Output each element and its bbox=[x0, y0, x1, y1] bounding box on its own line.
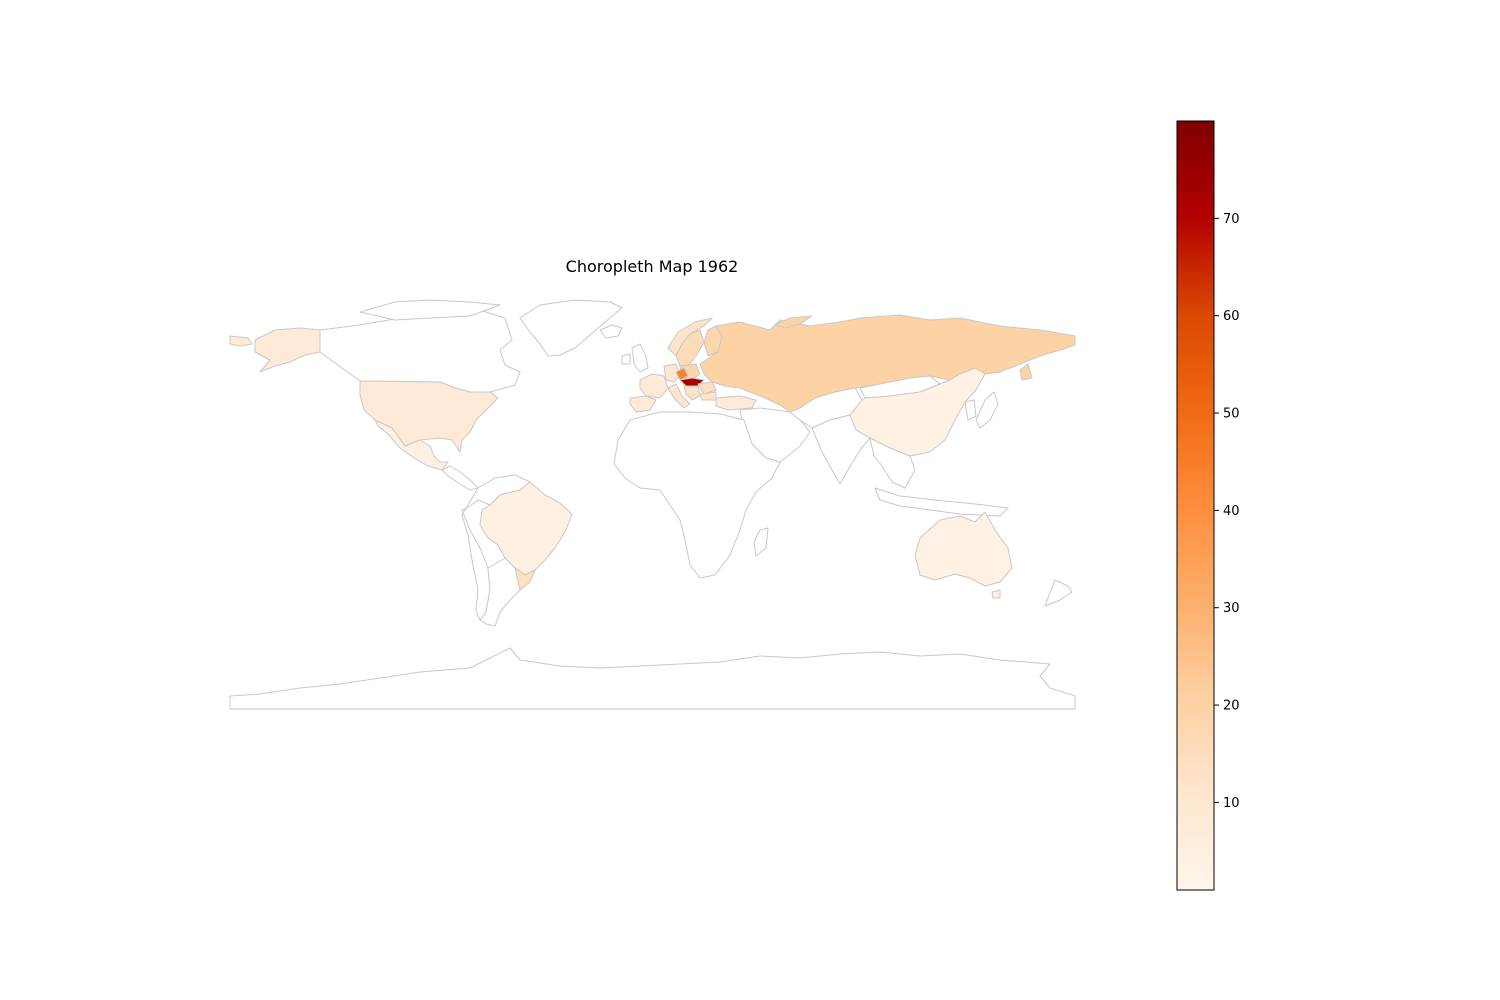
map-title: Choropleth Map 1962 bbox=[566, 257, 739, 276]
region-bulgaria bbox=[699, 391, 717, 401]
region-india bbox=[811, 414, 871, 485]
region-russia-sakhalin bbox=[1019, 363, 1033, 381]
region-alaska-west bbox=[229, 335, 253, 347]
colorbar-tick-label: 60 bbox=[1223, 309, 1240, 324]
region-new-zealand bbox=[1044, 579, 1073, 607]
region-spain bbox=[629, 395, 657, 413]
colorbar: 10 20 30 40 50 60 70 bbox=[1176, 120, 1240, 891]
region-alaska bbox=[254, 327, 321, 373]
colorbar-tick-label: 10 bbox=[1223, 796, 1240, 811]
region-antarctica bbox=[229, 647, 1076, 710]
region-ireland bbox=[621, 353, 631, 365]
colorbar-tick-label: 40 bbox=[1223, 504, 1240, 519]
region-madagascar bbox=[753, 527, 769, 557]
region-tasmania bbox=[991, 589, 1001, 599]
region-australia bbox=[914, 511, 1013, 587]
colorbar-ticks: 10 20 30 40 50 60 70 bbox=[1214, 212, 1240, 811]
region-france bbox=[639, 373, 669, 399]
colorbar-tick-label: 30 bbox=[1223, 601, 1240, 616]
region-italy bbox=[667, 383, 691, 409]
region-canada-islands bbox=[359, 299, 501, 321]
region-africa bbox=[613, 411, 781, 579]
region-japan bbox=[975, 391, 999, 429]
colorbar-tick-label: 70 bbox=[1223, 212, 1240, 227]
region-united-kingdom bbox=[631, 343, 649, 373]
region-greenland bbox=[519, 299, 623, 357]
regions-layer bbox=[229, 299, 1076, 710]
region-mexico bbox=[374, 419, 449, 471]
region-united-states bbox=[359, 380, 499, 453]
colorbar-gradient bbox=[1176, 120, 1215, 891]
region-russia-novaya bbox=[774, 315, 813, 329]
colorbar-tick-label: 50 bbox=[1223, 407, 1240, 422]
region-romania bbox=[697, 381, 717, 395]
region-yugoslavia bbox=[683, 385, 701, 401]
region-indonesia bbox=[874, 487, 1009, 517]
region-central-america bbox=[441, 465, 479, 491]
region-canada bbox=[319, 309, 521, 393]
region-uruguay bbox=[514, 567, 536, 591]
region-turkey bbox=[715, 395, 757, 411]
region-korea bbox=[964, 399, 977, 421]
region-germany bbox=[663, 363, 681, 383]
region-iceland bbox=[599, 324, 623, 339]
region-czechoslovakia bbox=[675, 367, 689, 381]
region-southeast-asia bbox=[869, 437, 916, 489]
colorbar-tick-label: 20 bbox=[1223, 699, 1240, 714]
